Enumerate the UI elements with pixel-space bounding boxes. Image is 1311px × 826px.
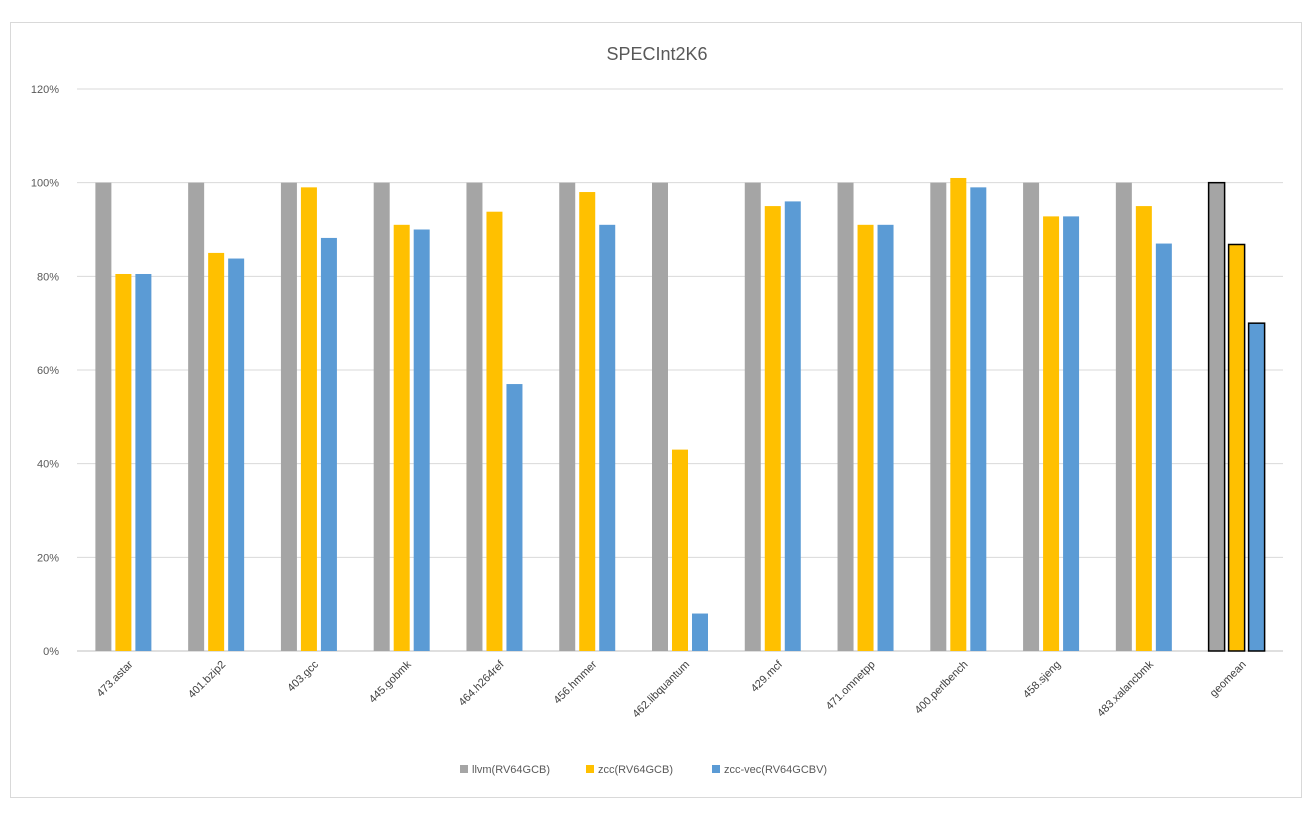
x-tick-label: 473.astar [95, 658, 136, 699]
chart-canvas: SPECInt2K6 0% 20% 40% 60% 80% 100% 120% 473.as… [31, 44, 1283, 776]
legend-swatch [586, 765, 594, 773]
bar-zcc-vec-rv64gcbv--473-astar [135, 273, 152, 651]
bar-zcc-vec-rv64gcbv--456-hmmer [599, 224, 616, 652]
x-tick-label: 401.bzip2 [186, 659, 228, 701]
bar-zcc-vec-rv64gcbv--445-gobmk [413, 229, 430, 651]
x-tick-label: geomean [1208, 659, 1249, 700]
bar-llvm-rv64gcb--471-omnetpp [837, 182, 854, 651]
legend: llvm(RV64GCB) zcc(RV64GCB) zcc-vec(RV64GCB… [460, 764, 827, 776]
bar-zcc-vec-rv64gcbv--458-sjeng [1063, 216, 1080, 652]
x-tick-label: 456.hmmer [552, 658, 600, 706]
bar-zcc-rv64gcb--401-bzip2 [208, 252, 225, 651]
legend-swatch [460, 765, 468, 773]
bar-zcc-vec-rv64gcbv--464-h264ref [506, 384, 523, 651]
x-tick-label: 458.sjeng [1021, 659, 1063, 701]
legend-label: llvm(RV64GCB) [472, 764, 550, 776]
x-tick-label: 471.omnetpp [824, 659, 878, 713]
bar-llvm-rv64gcb--473-astar [95, 182, 112, 651]
y-tick-label: 40% [37, 459, 59, 471]
y-tick-label: 20% [37, 552, 59, 564]
bar-llvm-rv64gcb--401-bzip2 [188, 182, 205, 651]
bar-llvm-rv64gcb--458-sjeng [1023, 182, 1040, 651]
bar-llvm-rv64gcb--445-gobmk [373, 182, 390, 651]
x-tick-label: 445.gobmk [367, 658, 414, 705]
bar-llvm-rv64gcb--483-xalancbmk [1115, 182, 1132, 651]
bar-llvm-rv64gcb--464-h264ref [466, 182, 483, 651]
bar-llvm-rv64gcb--429-mcf [744, 182, 761, 651]
bar-zcc-rv64gcb--462-libquantum [672, 449, 688, 651]
legend-label: zcc(RV64GCB) [598, 764, 673, 776]
bar-zcc-vec-rv64gcbv--geomean [1247, 322, 1266, 652]
bar-zcc-vec-rv64gcbv--483-xalancbmk [1155, 243, 1172, 652]
x-tick-label: 483.xalancbmk [1095, 658, 1156, 719]
bar-llvm-rv64gcb--400-perlbench [930, 182, 947, 651]
x-tick-label: 400.perlbench [913, 659, 971, 717]
bars [95, 177, 1266, 652]
bar-zcc-rv64gcb--geomean [1227, 243, 1246, 652]
legend-swatch [712, 765, 720, 773]
bar-zcc-rv64gcb--445-gobmk [393, 224, 410, 652]
bar-zcc-vec-rv64gcbv--471-omnetpp [877, 224, 894, 652]
y-tick-label: 0% [43, 646, 59, 658]
x-tick-label: 429.mcf [749, 658, 786, 695]
bar-zcc-vec-rv64gcbv--403-gcc [320, 237, 337, 651]
bar-zcc-rv64gcb--456-hmmer [579, 192, 596, 652]
y-axis-ticks: 0% 20% 40% 60% 80% 100% 120% [31, 84, 59, 658]
bar-zcc-rv64gcb--464-h264ref [486, 211, 503, 651]
bar-zcc-rv64gcb--400-perlbench [950, 177, 967, 651]
legend-label: zcc-vec(RV64GCBV) [724, 764, 827, 776]
bar-zcc-rv64gcb--483-xalancbmk [1135, 206, 1152, 652]
x-tick-label: 462.libquantum [630, 659, 692, 721]
chart-frame: SPECInt2K6 0% 20% 40% 60% 80% 100% 120% 473.as… [10, 22, 1302, 798]
bar-zcc-vec-rv64gcbv--429-mcf [784, 201, 801, 651]
x-tick-label: 403.gcc [285, 658, 321, 694]
bar-zcc-vec-rv64gcbv--462-libquantum [692, 613, 708, 651]
bar-zcc-vec-rv64gcbv--401-bzip2 [228, 258, 245, 651]
bar-zcc-vec-rv64gcbv--400-perlbench [970, 187, 987, 651]
bar-zcc-rv64gcb--403-gcc [300, 187, 317, 651]
bar-zcc-rv64gcb--429-mcf [764, 206, 781, 652]
y-tick-label: 120% [31, 84, 59, 96]
chart-title: SPECInt2K6 [606, 44, 707, 64]
bar-llvm-rv64gcb--403-gcc [280, 182, 297, 651]
y-tick-label: 60% [37, 365, 59, 377]
y-tick-label: 100% [31, 178, 59, 190]
bar-llvm-rv64gcb--geomean [1207, 181, 1226, 652]
x-tick-label: 464.h264ref [457, 658, 508, 709]
bar-zcc-rv64gcb--473-astar [115, 273, 132, 651]
x-axis-labels: 473.astar 401.bzip2 403.gcc 445.gobmk 464.h2… [95, 658, 1249, 720]
bar-zcc-rv64gcb--471-omnetpp [857, 224, 874, 652]
y-tick-label: 80% [37, 271, 59, 283]
bar-zcc-rv64gcb--458-sjeng [1043, 216, 1060, 652]
bar-llvm-rv64gcb--462-libquantum [652, 182, 668, 651]
bar-llvm-rv64gcb--456-hmmer [559, 182, 576, 651]
